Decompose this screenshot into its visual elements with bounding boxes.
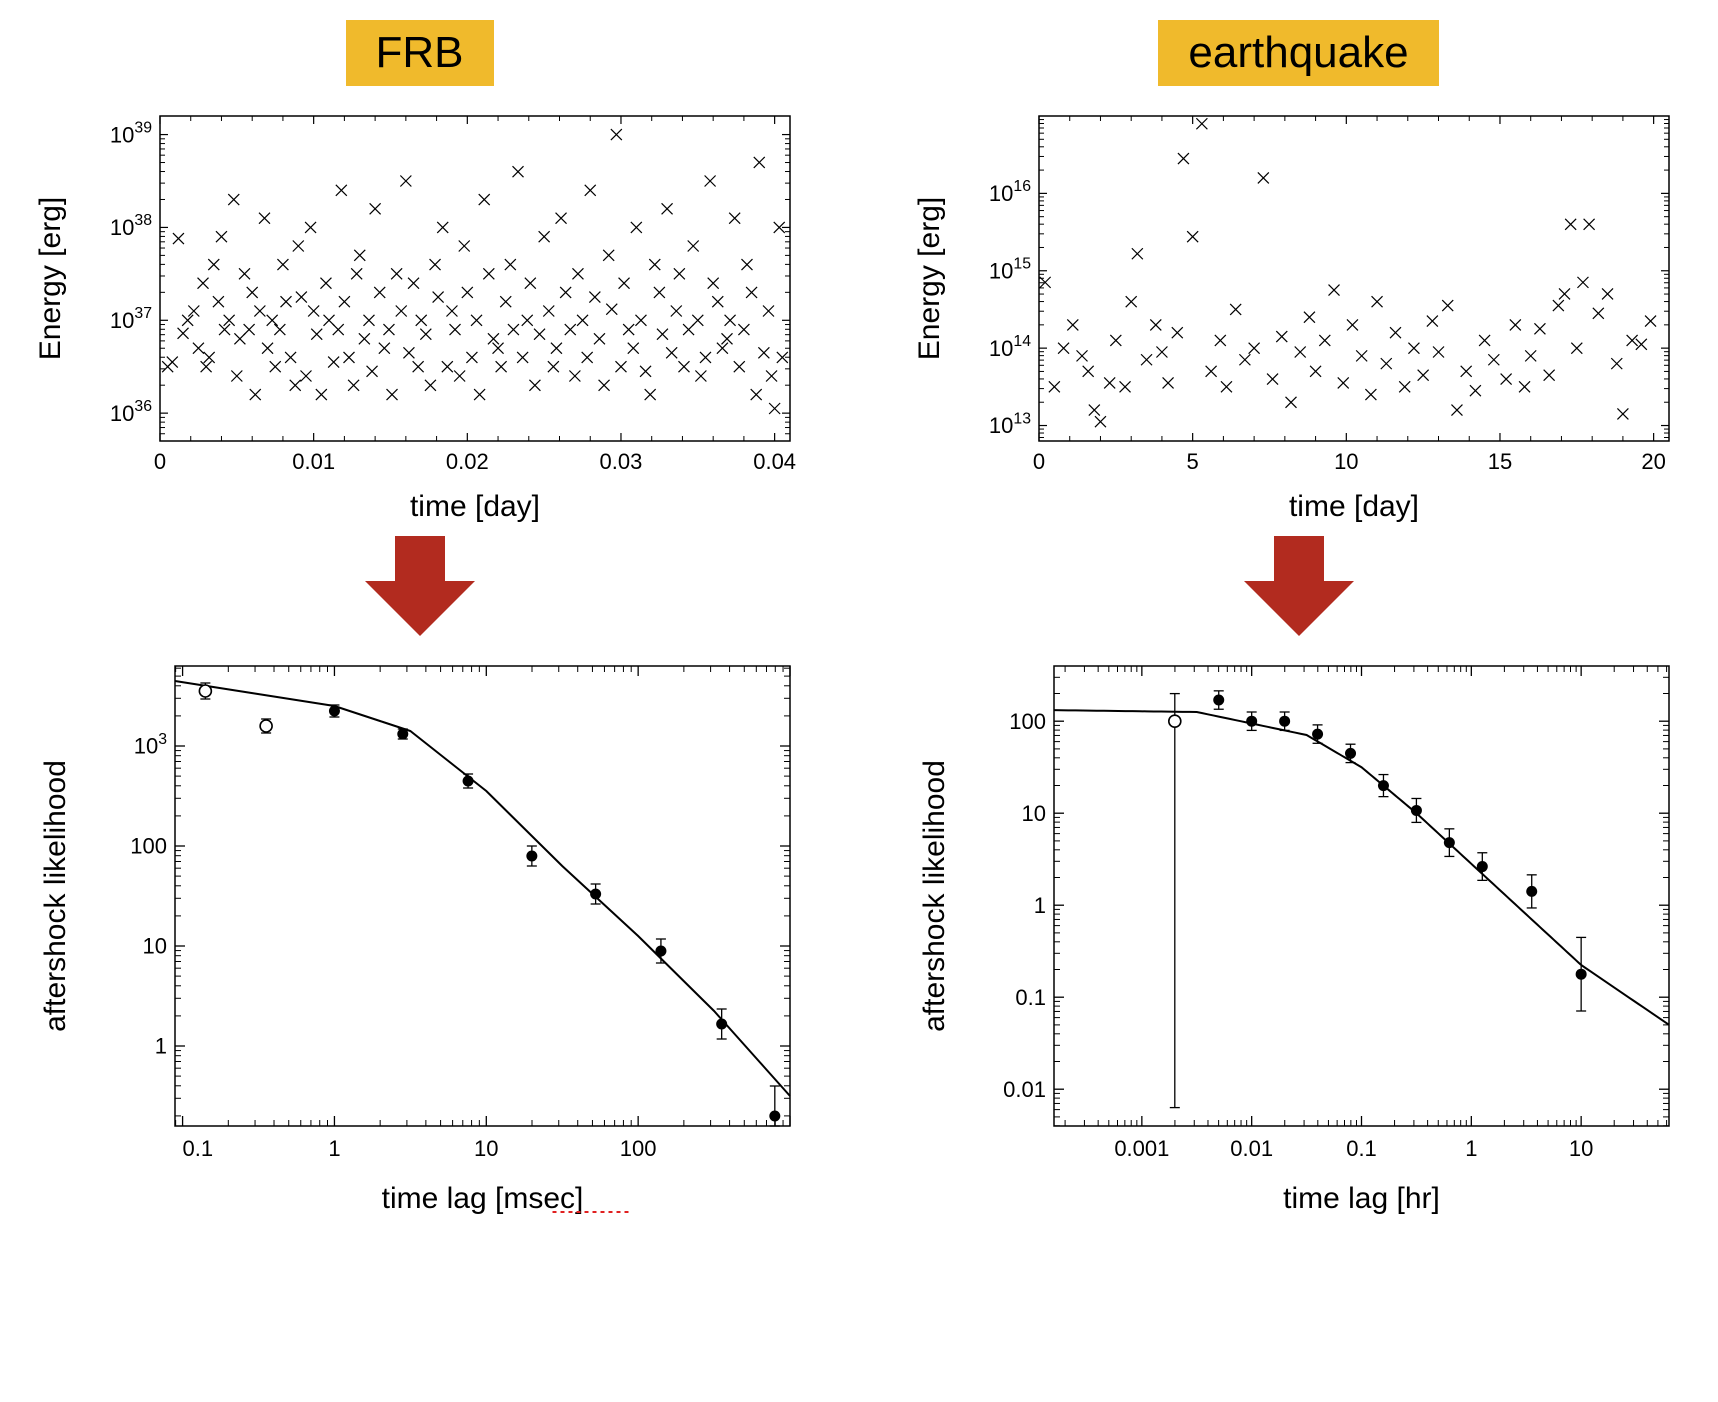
svg-text:1015: 1015: [988, 256, 1030, 284]
svg-text:1: 1: [328, 1136, 340, 1161]
earthquake-aftershock-cell: 0.001 0.01 0.1 1 10 0.01 0.1 1 10 100 time lag [hr…: [899, 646, 1698, 1226]
svg-text:1039: 1039: [109, 119, 151, 147]
earthquake-title-box: earthquake: [1158, 20, 1438, 86]
svg-text:1013: 1013: [988, 410, 1030, 438]
svg-text:Energy [erg]: Energy [erg]: [913, 197, 946, 360]
svg-text:aftershock likelihood: aftershock likelihood: [39, 760, 72, 1032]
frb-title: FRB: [376, 28, 464, 77]
svg-text:10: 10: [1021, 801, 1045, 826]
frb-aftershock-cell: 1 10 100 0.1 1 10 100 103 time lag [msec] aftersh…: [20, 646, 819, 1226]
svg-text:10: 10: [142, 934, 166, 959]
svg-text:10: 10: [1568, 1136, 1592, 1161]
svg-text:0.001: 0.001: [1114, 1136, 1169, 1161]
svg-text:1014: 1014: [988, 333, 1030, 361]
left-arrow-cell: [20, 536, 819, 636]
svg-text:time [day]: time [day]: [1288, 490, 1418, 523]
svg-text:0.01: 0.01: [292, 449, 335, 474]
svg-text:0: 0: [1032, 449, 1044, 474]
svg-text:time lag [msec]: time lag [msec]: [381, 1182, 583, 1215]
svg-text:0.03: 0.03: [599, 449, 642, 474]
down-arrow-icon: [1239, 536, 1359, 636]
svg-text:1037: 1037: [109, 305, 151, 333]
frb-energy-time-scatter: 0 0.01 0.02 0.03 0.04 1036 1037 1038 1039 time [d…: [30, 96, 810, 526]
svg-text:0.02: 0.02: [445, 449, 488, 474]
svg-text:1038: 1038: [109, 212, 151, 240]
svg-text:0.04: 0.04: [753, 449, 796, 474]
figure-grid: FRB earthquake 0 0.01 0.02 0.03 0.04 1036 1037…: [20, 20, 1698, 1226]
earthquake-energy-time-scatter: 051015201013101410151016time [day]Energy…: [909, 96, 1689, 526]
svg-text:10: 10: [1334, 449, 1358, 474]
frb-aftershock-plot: 1 10 100 0.1 1 10 100 103 time lag [msec] aftersh…: [30, 646, 810, 1226]
right-header-cell: earthquake: [899, 20, 1698, 86]
svg-text:Energy [erg]: Energy [erg]: [34, 197, 67, 360]
earthquake-scatter-cell: 051015201013101410151016time [day]Energy…: [899, 96, 1698, 526]
svg-text:time [day]: time [day]: [409, 490, 539, 523]
svg-text:103: 103: [133, 731, 166, 759]
svg-text:100: 100: [130, 834, 167, 859]
frb-title-box: FRB: [346, 20, 494, 86]
svg-text:1: 1: [154, 1034, 166, 1059]
svg-text:100: 100: [619, 1136, 656, 1161]
svg-text:time lag [hr]: time lag [hr]: [1283, 1182, 1440, 1215]
svg-text:1036: 1036: [109, 398, 151, 426]
svg-text:5: 5: [1186, 449, 1198, 474]
earthquake-title: earthquake: [1188, 28, 1408, 77]
left-header-cell: FRB: [20, 20, 819, 86]
svg-text:0.1: 0.1: [182, 1136, 213, 1161]
svg-text:0: 0: [153, 449, 165, 474]
svg-text:20: 20: [1641, 449, 1665, 474]
frb-scatter-cell: 0 0.01 0.02 0.03 0.04 1036 1037 1038 1039 time [d…: [20, 96, 819, 526]
svg-text:100: 100: [1009, 709, 1046, 734]
svg-text:1: 1: [1465, 1136, 1477, 1161]
svg-text:0.01: 0.01: [1003, 1077, 1046, 1102]
earthquake-aftershock-plot: 0.001 0.01 0.1 1 10 0.01 0.1 1 10 100 time lag [hr…: [909, 646, 1689, 1226]
svg-text:0.1: 0.1: [1015, 985, 1046, 1010]
svg-text:0.1: 0.1: [1346, 1136, 1377, 1161]
svg-text:1016: 1016: [988, 178, 1030, 206]
svg-text:1: 1: [1033, 893, 1045, 918]
right-arrow-cell: [899, 536, 1698, 636]
down-arrow-icon: [360, 536, 480, 636]
svg-text:0.01: 0.01: [1230, 1136, 1273, 1161]
svg-text:10: 10: [474, 1136, 498, 1161]
svg-text:15: 15: [1487, 449, 1511, 474]
svg-text:aftershock likelihood: aftershock likelihood: [918, 760, 951, 1032]
